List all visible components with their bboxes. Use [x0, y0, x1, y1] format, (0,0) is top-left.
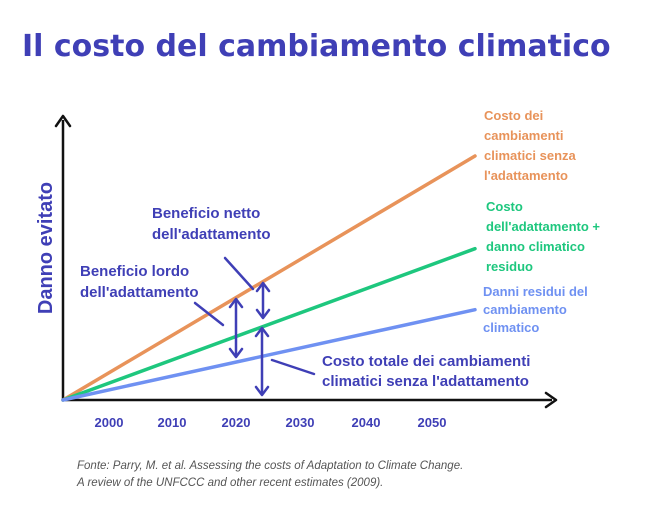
series-line-2	[61, 307, 477, 402]
source-line-2: A review of the UNFCCC and other recent …	[76, 477, 383, 489]
series-line-0	[61, 154, 477, 402]
series-label-2: Danni residui del cambiamento climatico	[483, 284, 588, 335]
axes	[54, 114, 558, 409]
arrowhead-down	[255, 308, 271, 320]
annotation-label-line: Beneficio netto	[152, 205, 260, 222]
series-label-0: Costo dei cambiamenti climatici senza l'ada…	[484, 108, 577, 183]
source-line-1: Fonte: Parry, M. et al. Assessing the co…	[77, 460, 463, 472]
x-ticks: 2000 2010 2020 2030 2040 2050	[95, 415, 447, 430]
series-line-1	[61, 246, 477, 402]
annotation-label-line: dell'adattamento	[152, 226, 271, 243]
annotation-label-line: Beneficio lordo	[80, 263, 189, 280]
x-tick-label: 2000	[95, 415, 124, 430]
series-label-line: Danni residui del	[483, 284, 588, 299]
annotation-label-line: dell'adattamento	[80, 284, 199, 301]
series-label-line: Costo	[486, 199, 523, 214]
arrowhead-down	[254, 385, 270, 397]
x-tick-label: 2020	[222, 415, 251, 430]
annotation-label-line: climatici senza l'adattamento	[322, 373, 529, 390]
y-axis-label: Danno evitato	[35, 182, 57, 314]
x-tick-label: 2030	[286, 415, 315, 430]
net-benefit-pointer	[223, 256, 255, 291]
series-label-line: climatico	[483, 320, 539, 335]
gross-benefit-pointer	[193, 301, 225, 327]
series-label-line: l'adattamento	[484, 168, 568, 183]
arrowhead-down	[228, 347, 244, 359]
gross-benefit-arrow	[228, 297, 244, 359]
x-tick-label: 2010	[158, 415, 187, 430]
total-cost-pointer	[270, 358, 316, 376]
total-cost-arrow	[254, 326, 270, 397]
x-tick-label: 2040	[352, 415, 381, 430]
x-axis-arrowhead	[544, 391, 558, 409]
series-label-line: residuo	[486, 259, 533, 274]
series-label-line: climatici senza	[484, 148, 577, 163]
net-benefit-arrow	[255, 281, 271, 320]
series-layer	[61, 154, 477, 402]
series-label-line: Costo dei	[484, 108, 543, 123]
series-label-1: Costo dell'adattamento + danno climatico re…	[486, 199, 600, 274]
annotation-label-2: Costo totale dei cambiamenti climatici se…	[322, 353, 530, 390]
arrowhead-up	[228, 297, 244, 309]
arrowhead-up	[254, 326, 270, 338]
series-label-line: danno climatico	[486, 239, 585, 254]
annotation-label-line: Costo totale dei cambiamenti	[322, 353, 530, 370]
series-label-line: dell'adattamento +	[486, 219, 600, 234]
y-axis-arrowhead	[54, 114, 72, 128]
x-tick-label: 2050	[418, 415, 447, 430]
arrowhead-up	[255, 281, 271, 293]
chart-title: Il costo del cambiamento climatico	[22, 29, 611, 64]
series-label-line: cambiamenti	[484, 128, 563, 143]
annotation-label-1: Beneficio lordo dell'adattamento	[80, 263, 199, 301]
annotation-label-0: Beneficio netto dell'adattamento	[152, 205, 271, 243]
series-label-line: cambiamento	[483, 302, 567, 317]
annotations: Beneficio netto dell'adattamentoBeneficio…	[80, 205, 530, 397]
series-labels: Costo dei cambiamenti climatici senza l'ada…	[483, 108, 600, 335]
